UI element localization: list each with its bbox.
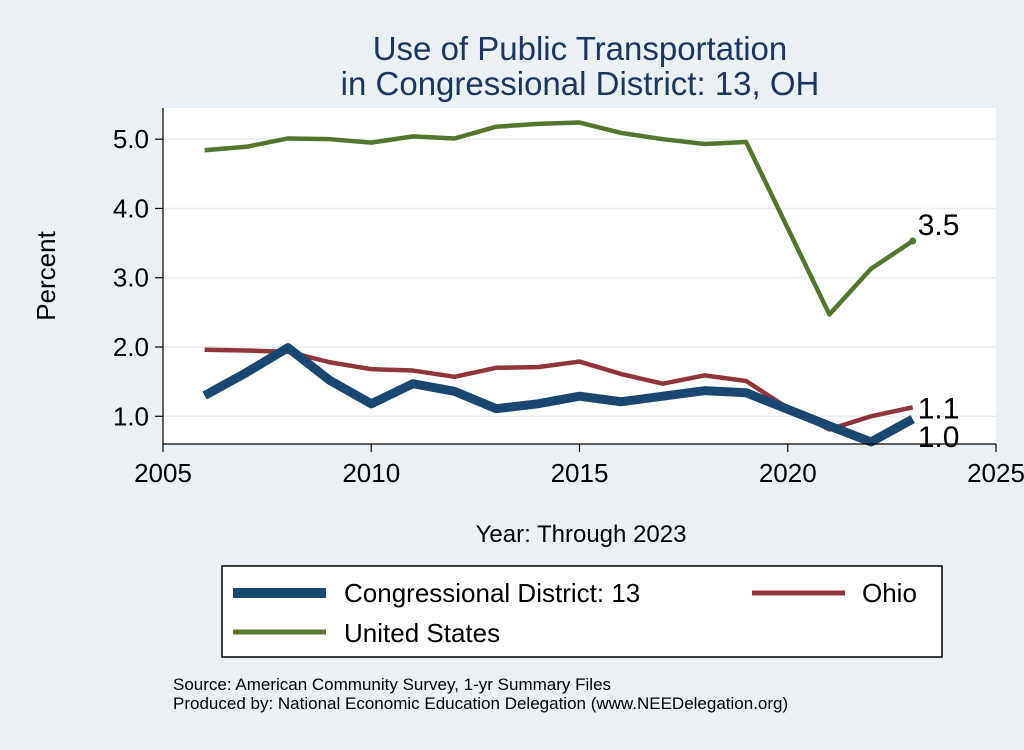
y-tick-label: 2.0 [113, 332, 149, 362]
chart-subtitle: in Congressional District: 13, OH [341, 65, 820, 102]
produced-note: Produced by: National Economic Education… [173, 694, 788, 713]
chart-title: Use of Public Transportation [373, 30, 788, 67]
series-end-label-united-states: 3.5 [918, 209, 960, 242]
series-end-label-congressional-district-13: 1.0 [918, 421, 960, 454]
x-axis-label: Year: Through 2023 [476, 521, 687, 548]
legend-label-ohio: Ohio [862, 578, 917, 608]
series-line-congressional-district-13 [202, 343, 915, 447]
source-note: Source: American Community Survey, 1-yr … [173, 675, 611, 694]
x-tick-label: 2010 [342, 458, 400, 488]
y-tick-label: 5.0 [113, 124, 149, 154]
y-tick-label: 1.0 [113, 401, 149, 431]
series-end-label-ohio: 1.1 [918, 392, 960, 425]
x-tick-label: 2020 [759, 458, 817, 488]
x-tick-label: 2015 [551, 458, 609, 488]
legend-label-united-states: United States [344, 618, 500, 648]
x-tick-label: 2025 [967, 458, 1024, 488]
grid-layer [163, 138, 996, 418]
legend-box [221, 565, 943, 658]
y-axis-label: Percent [31, 230, 61, 320]
plot-area [163, 108, 996, 444]
y-tick-label: 3.0 [113, 263, 149, 293]
y-tick-label: 4.0 [113, 193, 149, 223]
series-line-united-states [204, 120, 914, 317]
axes-layer: 1.0 2.0 3.0 4.0 5.0 2005 2010 2015 2020 2025 [113, 108, 1024, 488]
x-tick-label: 2005 [134, 458, 192, 488]
series-layer: 3.5 1.11.0 [202, 120, 960, 454]
legend-label-congressional-district: Congressional District: 13 [344, 578, 640, 608]
legend: Congressional District: 13 Ohio United S… [221, 565, 943, 658]
series-end-marker-united-states [909, 237, 917, 245]
